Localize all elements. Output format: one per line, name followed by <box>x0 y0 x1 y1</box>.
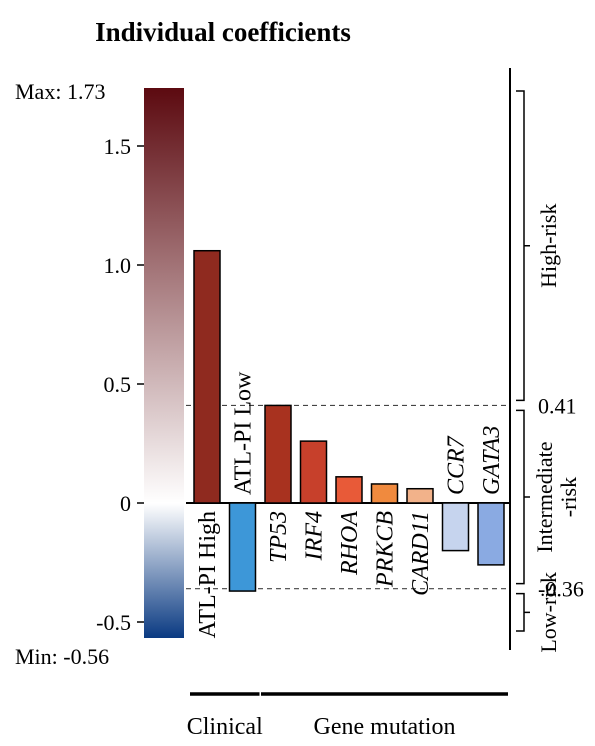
bar <box>193 249 221 504</box>
group-label: Gene mutation <box>314 714 456 740</box>
bar <box>441 502 470 552</box>
y-tick-label: -0.5 <box>96 610 131 635</box>
colorbar-min-label: Min: -0.56 <box>15 644 109 669</box>
bar-label: CCR7 <box>444 435 470 495</box>
risk-brace <box>516 90 530 402</box>
y-tick-label: 0 <box>120 491 131 516</box>
bar <box>406 487 434 504</box>
bar-label: CARD11 <box>408 511 434 596</box>
threshold-label: 0.41 <box>538 393 577 418</box>
bar <box>370 483 399 504</box>
bar-label: IRF4 <box>302 511 328 561</box>
chart-title: Individual coefficients <box>95 17 351 47</box>
risk-braces: High-risk Intermediate-risk Low-risk 0.41 -0… <box>516 90 584 653</box>
bar <box>228 502 257 592</box>
group-label: Clinical <box>187 714 263 740</box>
threshold-label: -0.36 <box>538 577 584 602</box>
y-tick-label: 1.0 <box>104 253 132 278</box>
bar <box>264 404 292 504</box>
bar-label: GATA3 <box>479 426 505 495</box>
risk-brace <box>516 409 530 585</box>
y-tick-label: 0.5 <box>104 372 132 397</box>
bars <box>193 249 505 592</box>
bar <box>299 440 328 504</box>
y-tick-label: 1.5 <box>104 134 132 159</box>
colorbar-max-label: Max: 1.73 <box>15 79 105 104</box>
bar-labels: ATL-PI High ATL-PI Low TP53 IRF4 RHOA PRKCB CA… <box>195 371 505 638</box>
risk-group-label: Low-risk <box>536 572 561 653</box>
colorbar <box>144 88 184 638</box>
bar-label: PRKCB <box>373 511 399 588</box>
bar-label: RHOA <box>337 511 363 576</box>
bar <box>335 476 363 504</box>
risk-group-label: High-risk <box>536 204 561 288</box>
group-labels: Clinical Gene mutation <box>187 692 508 740</box>
y-axis: 1.5 1.0 0.5 0 -0.5 <box>96 134 144 635</box>
bar-label: ATL-PI Low <box>231 371 257 495</box>
risk-group-label: Intermediate-risk <box>532 441 581 552</box>
bar-label: ATL-PI High <box>195 511 221 638</box>
bar <box>477 502 505 566</box>
bar-label: TP53 <box>266 511 292 563</box>
risk-brace <box>516 592 530 632</box>
